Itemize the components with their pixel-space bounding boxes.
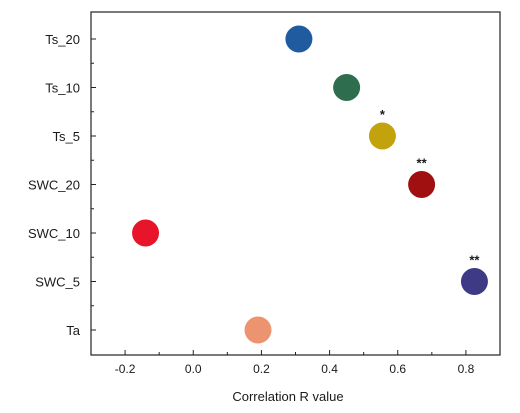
y-tick-label: Ta bbox=[66, 323, 81, 338]
x-tick-label: 0.8 bbox=[458, 362, 475, 376]
data-point-swc-20 bbox=[408, 171, 436, 198]
data-point-swc-10 bbox=[132, 219, 160, 247]
y-tick-label: Ts_5 bbox=[53, 129, 80, 144]
x-axis-label: Correlation R value bbox=[232, 389, 343, 404]
data-point-ta bbox=[244, 316, 272, 344]
y-axis: Ts_20 Ts_10 Ts_5 SWC_20 SWC_10 SWC_5 Ta bbox=[28, 32, 96, 338]
y-tick-label: Ts_20 bbox=[45, 32, 80, 47]
data-point-swc-5 bbox=[460, 268, 488, 295]
y-tick-label: SWC_10 bbox=[28, 226, 80, 241]
significance-label: * bbox=[380, 107, 386, 122]
y-tick-label: SWC_5 bbox=[35, 275, 80, 290]
x-tick-label: 0.6 bbox=[389, 362, 406, 376]
y-tick-label: SWC_20 bbox=[28, 178, 80, 193]
data-point-ts-20 bbox=[285, 25, 313, 53]
data-point-ts-5 bbox=[368, 122, 396, 150]
x-tick-label: 0.2 bbox=[253, 362, 270, 376]
data-point-ts-10 bbox=[333, 74, 361, 101]
x-tick-label: -0.2 bbox=[115, 362, 136, 376]
y-tick-label: Ts_10 bbox=[45, 81, 80, 96]
x-tick-label: 0.0 bbox=[185, 362, 202, 376]
data-points: ***** bbox=[132, 25, 488, 344]
significance-label: ** bbox=[469, 253, 480, 268]
x-tick-label: 0.4 bbox=[321, 362, 338, 376]
plot-frame bbox=[90, 11, 501, 356]
x-axis: -0.2 0.0 0.2 0.4 0.6 0.8 bbox=[90, 350, 501, 376]
significance-label: ** bbox=[417, 156, 428, 171]
